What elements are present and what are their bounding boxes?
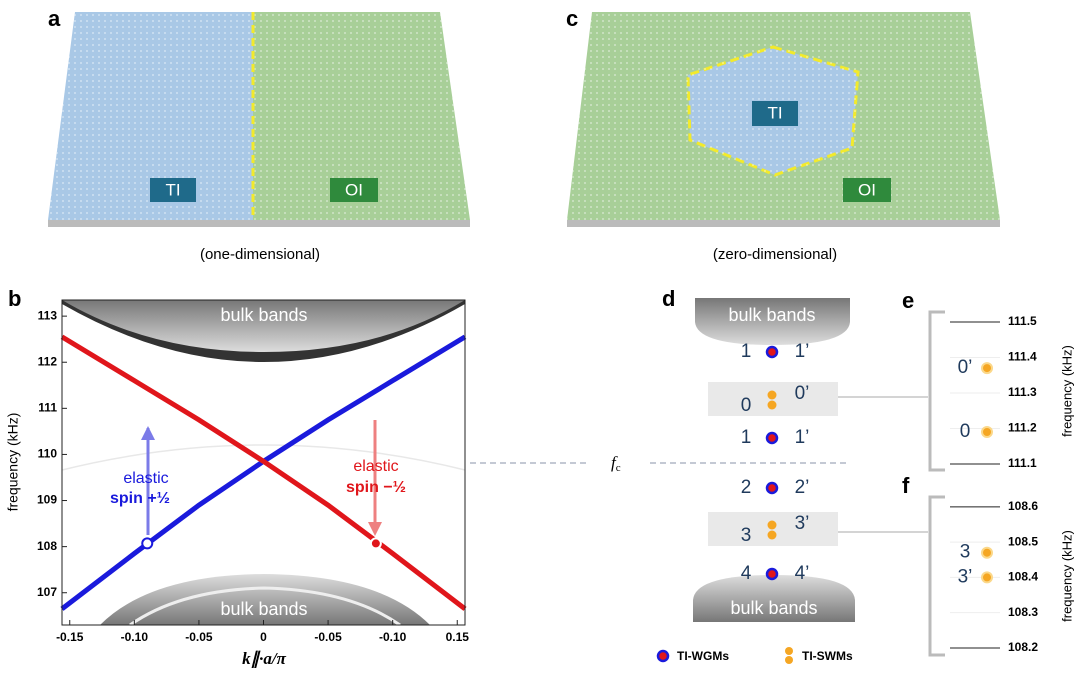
- y-tick-label: 108.5: [1008, 534, 1038, 548]
- legend-label: TI-WGMs: [677, 649, 729, 663]
- state-marker: [369, 537, 382, 550]
- region-label: TI: [767, 103, 782, 122]
- y-tick-label: 113: [38, 308, 58, 322]
- x-tick-label: 0: [260, 630, 267, 644]
- curve: [60, 334, 467, 611]
- legend-label: TI-SWMs: [802, 649, 853, 663]
- y-tick-label: 111.5: [1008, 314, 1037, 328]
- y-tick-label: 109: [37, 493, 57, 507]
- y-tick-label: 111.2: [1008, 421, 1037, 435]
- caption: (one-dimensional): [200, 246, 320, 263]
- y-tick-label: 111.4: [1008, 350, 1037, 364]
- swm-marker: [767, 530, 777, 540]
- swm-marker: [767, 390, 777, 400]
- region-label: OI: [345, 180, 363, 199]
- wgm-marker: [765, 431, 779, 445]
- annotation: bulk bands: [220, 599, 307, 619]
- wgm-marker: [765, 345, 779, 359]
- level-label: 4: [741, 563, 752, 584]
- plate-c: [567, 12, 1000, 227]
- x-tick-label: -0.05: [185, 630, 213, 644]
- legend-marker: [785, 647, 793, 655]
- arrow-head: [368, 522, 382, 536]
- y-tick-label: 110: [38, 447, 58, 461]
- level-label: 1’: [795, 341, 810, 362]
- panel-letter: b: [8, 286, 21, 311]
- annotation: spin +½: [110, 490, 170, 507]
- level-label: 1’: [795, 427, 810, 448]
- swm-marker: [767, 400, 777, 410]
- y-tick-label: 108.2: [1008, 640, 1038, 654]
- legend-marker: [656, 649, 670, 663]
- y-tick-label: 108: [37, 539, 57, 553]
- y-tick-label: 108.6: [1008, 499, 1038, 513]
- bulk-band-shapes: [61, 300, 466, 627]
- swm-marker: [767, 520, 777, 530]
- panel-letter: c: [566, 6, 578, 31]
- panel-letter: d: [662, 286, 675, 311]
- y-tick-label: 108.4: [1008, 570, 1038, 584]
- point-label: 0: [960, 421, 971, 442]
- panel-letter: a: [48, 6, 61, 31]
- x-axis-label: k∥·a/π: [242, 649, 286, 668]
- level-label: 2’: [795, 477, 810, 498]
- level-label: 2: [741, 477, 752, 498]
- level-label: 1: [741, 341, 752, 362]
- point-label: 3’: [958, 566, 973, 587]
- y-axis-label: frequency (kHz): [1059, 345, 1074, 437]
- point-label: 3: [960, 542, 971, 563]
- legend-marker: [785, 656, 793, 664]
- y-tick-label: 111: [38, 401, 57, 415]
- y-axis-label: frequency (kHz): [1059, 530, 1074, 622]
- level-label: 4’: [795, 563, 810, 584]
- level-label: 3’: [795, 513, 810, 534]
- bulk-label: bulk bands: [730, 598, 817, 618]
- region-label: TI: [165, 180, 180, 199]
- y-axis-label: frequency (kHz): [5, 413, 21, 512]
- y-tick-label: 108.3: [1008, 605, 1038, 619]
- caption: (zero-dimensional): [713, 246, 837, 263]
- point-label: 0’: [958, 357, 973, 378]
- bulk-label: bulk bands: [728, 305, 815, 325]
- x-tick-label: -0.05: [314, 630, 342, 644]
- region-label: OI: [858, 180, 876, 199]
- annotation: bulk bands: [220, 305, 307, 325]
- y-tick-label: 107: [37, 585, 57, 599]
- wgm-marker: [765, 567, 779, 581]
- level-label: 3: [741, 525, 752, 546]
- fc-symbol: f: [611, 453, 618, 472]
- state-marker: [141, 537, 154, 550]
- x-tick-label: 0.15: [446, 630, 470, 644]
- level-diagram: [470, 298, 945, 657]
- level-label: 0: [741, 395, 752, 416]
- panel-letter: e: [902, 288, 914, 313]
- annotation: elastic: [123, 470, 168, 487]
- annotation: elastic: [353, 458, 398, 475]
- panel-letter: f: [902, 473, 910, 498]
- plate-a: [48, 12, 470, 227]
- fc-subscript: c: [616, 462, 621, 474]
- x-tick-label: -0.10: [121, 630, 149, 644]
- arrow-head: [141, 426, 155, 440]
- y-tick-label: 112: [38, 354, 58, 368]
- swm-point: [981, 362, 993, 375]
- annotation: spin −½: [346, 479, 406, 496]
- swm-point: [981, 426, 993, 439]
- x-tick-label: -0.15: [56, 630, 84, 644]
- x-tick-label: -0.10: [379, 630, 407, 644]
- level-label: 0’: [795, 383, 810, 404]
- y-tick-label: 111.3: [1008, 385, 1037, 399]
- swm-point: [981, 546, 993, 559]
- swm-point: [981, 571, 993, 584]
- y-tick-label: 111.1: [1008, 456, 1037, 470]
- fc-label: fc: [611, 453, 621, 474]
- wgm-marker: [765, 481, 779, 495]
- level-label: 1: [741, 427, 752, 448]
